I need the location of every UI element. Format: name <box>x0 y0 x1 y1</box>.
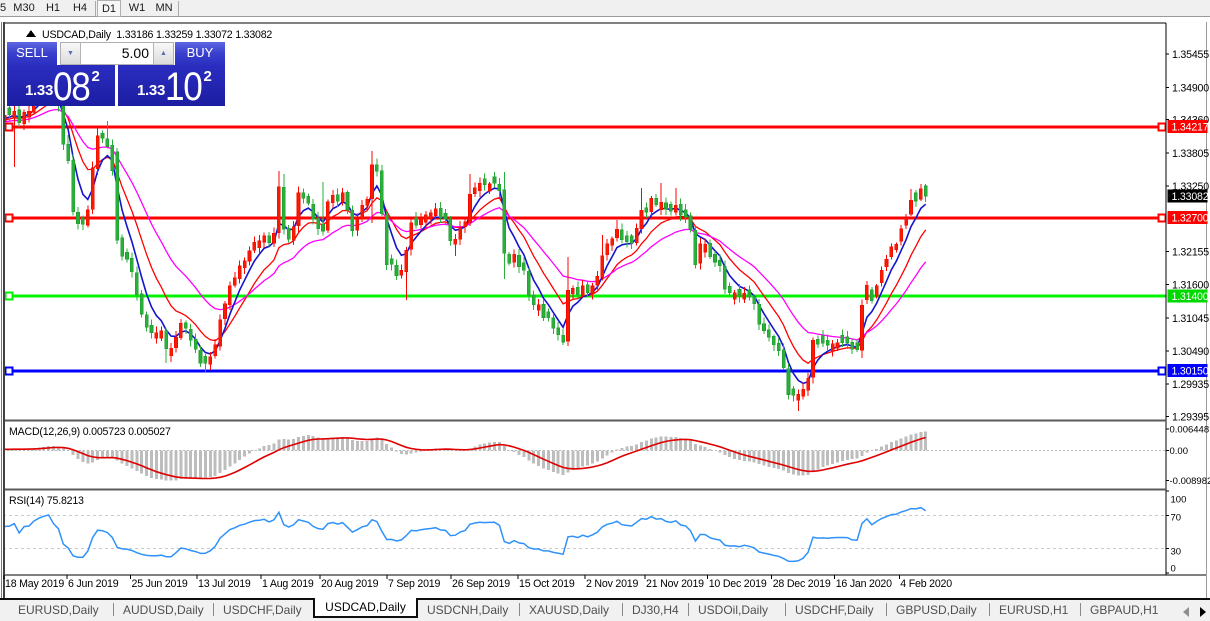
svg-text:1.32155: 1.32155 <box>1172 246 1209 258</box>
svg-text:1.34900: 1.34900 <box>1172 82 1209 94</box>
svg-text:20 Aug 2019: 20 Aug 2019 <box>321 578 379 590</box>
svg-text:10 Dec 2019: 10 Dec 2019 <box>709 578 767 590</box>
svg-text:1.32700: 1.32700 <box>1172 213 1209 225</box>
svg-text:4 Feb 2020: 4 Feb 2020 <box>900 578 952 590</box>
svg-text:15 Oct 2019: 15 Oct 2019 <box>519 578 575 590</box>
svg-text:1.29395: 1.29395 <box>1172 411 1209 423</box>
svg-text:6 Jun 2019: 6 Jun 2019 <box>68 578 119 590</box>
svg-text:0.006448: 0.006448 <box>1170 425 1210 436</box>
svg-text:70: 70 <box>1171 513 1182 524</box>
svg-text:RSI(14) 75.8213: RSI(14) 75.8213 <box>9 495 84 507</box>
svg-text:28 Dec 2019: 28 Dec 2019 <box>773 578 831 590</box>
svg-text:100: 100 <box>1171 495 1187 506</box>
svg-text:1.30490: 1.30490 <box>1172 346 1209 358</box>
svg-text:21 Nov 2019: 21 Nov 2019 <box>646 578 704 590</box>
svg-text:0: 0 <box>1171 564 1176 575</box>
svg-text:-0.008982: -0.008982 <box>1170 476 1210 487</box>
svg-text:1.29935: 1.29935 <box>1172 379 1209 391</box>
svg-text:18 May 2019: 18 May 2019 <box>5 578 64 590</box>
svg-text:MACD(12,26,9) 0.005723 0.00502: MACD(12,26,9) 0.005723 0.005027 <box>9 426 171 438</box>
svg-text:16 Jan 2020: 16 Jan 2020 <box>836 578 892 590</box>
svg-text:1 Aug 2019: 1 Aug 2019 <box>262 578 314 590</box>
svg-text:USDCAD,Daily 1.33186 1.33259: USDCAD,Daily 1.33186 1.33259 1.33072 1.3… <box>42 29 272 41</box>
svg-text:13 Jul 2019: 13 Jul 2019 <box>198 578 251 590</box>
svg-text:26 Sep 2019: 26 Sep 2019 <box>452 578 510 590</box>
svg-text:1.35455: 1.35455 <box>1172 49 1209 61</box>
svg-text:25 Jun 2019: 25 Jun 2019 <box>132 578 188 590</box>
svg-text:1.30150: 1.30150 <box>1172 366 1209 378</box>
svg-text:1.33082: 1.33082 <box>1172 191 1209 203</box>
svg-text:1.33805: 1.33805 <box>1172 148 1209 160</box>
svg-text:2 Nov 2019: 2 Nov 2019 <box>586 578 638 590</box>
svg-text:1.31600: 1.31600 <box>1172 280 1209 292</box>
svg-text:1.31045: 1.31045 <box>1172 313 1209 325</box>
svg-text:1.34217: 1.34217 <box>1172 122 1209 134</box>
svg-text:7 Sep 2019: 7 Sep 2019 <box>388 578 441 590</box>
svg-text:0.00: 0.00 <box>1170 446 1189 457</box>
svg-text:1.31400: 1.31400 <box>1172 291 1209 303</box>
svg-text:30: 30 <box>1171 547 1182 558</box>
